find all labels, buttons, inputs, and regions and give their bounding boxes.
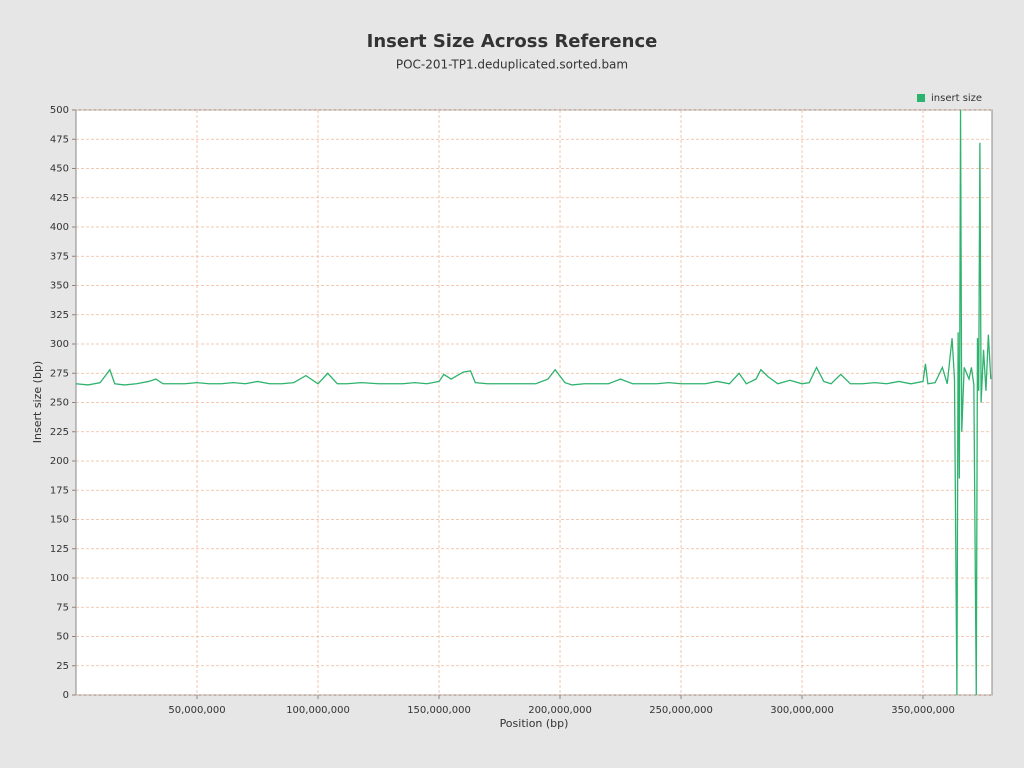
y-tick-label: 500 xyxy=(50,105,69,116)
y-tick-label: 425 xyxy=(50,193,69,204)
x-axis-label: Position (bp) xyxy=(500,717,569,730)
y-axis-label: Insert size (bp) xyxy=(31,361,44,443)
y-tick-label: 350 xyxy=(50,281,69,292)
data-line xyxy=(75,109,992,696)
y-tick-label: 200 xyxy=(50,456,69,467)
chart-subtitle: POC-201-TP1.deduplicated.sorted.bam xyxy=(396,58,628,72)
y-tick-label: 125 xyxy=(50,544,69,555)
y-tick-label: 225 xyxy=(50,427,69,438)
y-tick-label: 100 xyxy=(50,573,69,584)
y-tick-label: 75 xyxy=(56,602,69,613)
x-tick-label: 200,000,000 xyxy=(528,705,592,716)
y-tick-label: 475 xyxy=(50,134,69,145)
y-tick-label: 375 xyxy=(50,251,69,262)
x-tick-label: 300,000,000 xyxy=(770,705,834,716)
y-tick-label: 300 xyxy=(50,339,69,350)
x-tick-label: 100,000,000 xyxy=(286,705,350,716)
legend-swatch xyxy=(917,94,925,102)
y-tick-label: 0 xyxy=(63,690,69,701)
x-tick-label: 150,000,000 xyxy=(407,705,471,716)
y-tick-label: 250 xyxy=(50,398,69,409)
chart-title: Insert Size Across Reference xyxy=(367,31,658,52)
y-tick-label: 150 xyxy=(50,515,69,526)
x-tick-label: 250,000,000 xyxy=(649,705,713,716)
y-tick-label: 400 xyxy=(50,222,69,233)
y-tick-label: 325 xyxy=(50,310,69,321)
x-tick-label: 50,000,000 xyxy=(168,705,225,716)
x-tick-label: 350,000,000 xyxy=(891,705,955,716)
y-tick-label: 275 xyxy=(50,368,69,379)
y-tick-label: 25 xyxy=(56,661,69,672)
y-tick-label: 175 xyxy=(50,485,69,496)
legend-label: insert size xyxy=(931,93,982,104)
y-tick-label: 50 xyxy=(56,632,69,643)
y-tick-label: 450 xyxy=(50,164,69,175)
